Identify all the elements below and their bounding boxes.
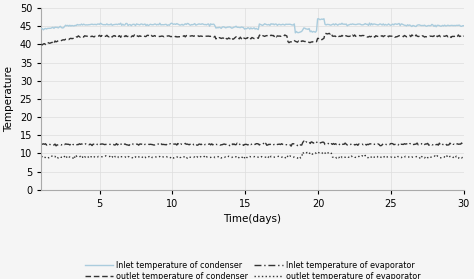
Y-axis label: Temperature: Temperature	[4, 66, 14, 132]
Legend: Inlet temperature of condenser, outlet temperature of condenser, Inlet temperatu: Inlet temperature of condenser, outlet t…	[82, 257, 424, 279]
X-axis label: Time(days): Time(days)	[223, 214, 282, 224]
